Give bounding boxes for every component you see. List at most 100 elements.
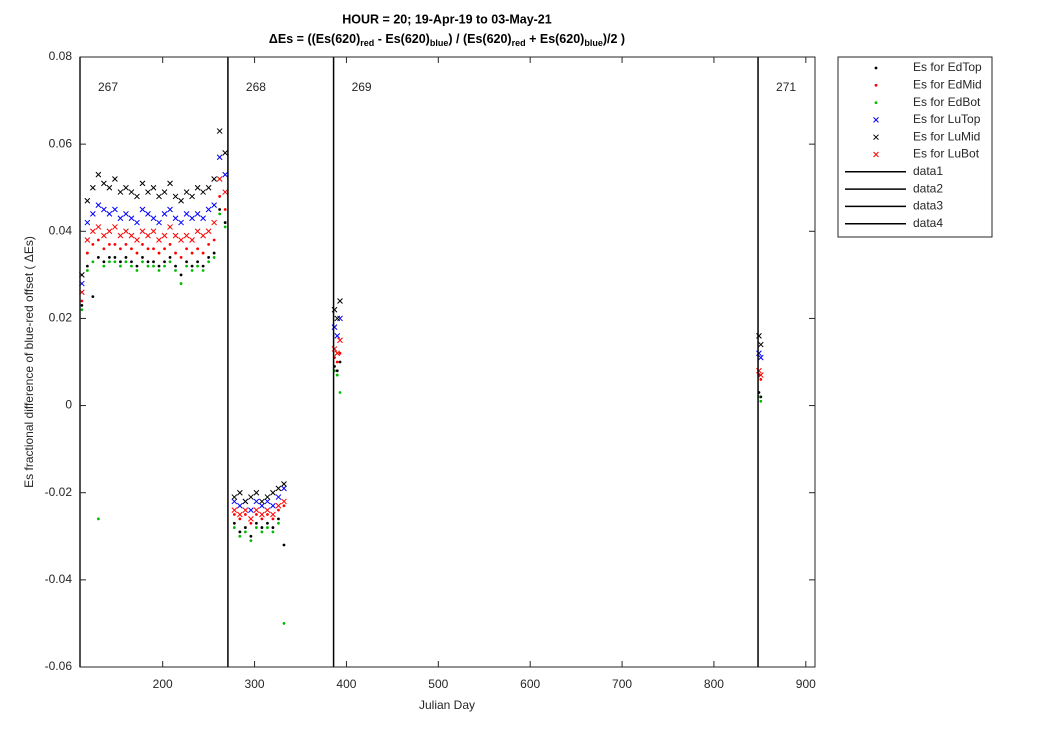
subtitle-part: )/2 ) [603, 32, 625, 46]
dot-marker [212, 251, 216, 255]
dot-marker [157, 251, 161, 255]
subscript: red [512, 38, 526, 48]
x-tick-label: 500 [428, 677, 448, 691]
x-marker [275, 485, 282, 492]
dot-marker [338, 360, 342, 364]
dot-marker [874, 101, 878, 104]
dot-marker [255, 526, 258, 529]
dot-marker [113, 242, 117, 246]
dot-marker [190, 269, 194, 272]
dot-marker [277, 521, 280, 525]
legend-label: Es for EdMid [913, 77, 982, 91]
dot-marker [185, 260, 188, 264]
dot-marker [271, 517, 275, 521]
dot-marker [196, 264, 200, 268]
dot-marker [96, 256, 100, 259]
dot-marker [232, 521, 236, 525]
x-marker [194, 211, 201, 217]
dot-marker [266, 521, 269, 525]
dot-marker [212, 256, 216, 259]
x-marker [275, 502, 282, 509]
dot-marker [119, 264, 122, 268]
dot-marker [266, 513, 269, 516]
x-marker [172, 232, 179, 239]
x-marker [156, 219, 162, 226]
x-marker [216, 128, 223, 134]
dot-marker [141, 242, 144, 246]
dot-marker [243, 526, 247, 529]
dot-marker [190, 264, 194, 268]
subtitle-part: - Es(620) [374, 32, 430, 46]
dot-marker [255, 521, 258, 525]
legend-label: Es for EdBot [913, 95, 981, 109]
dot-marker [152, 264, 155, 268]
dot-marker [130, 264, 133, 268]
x-marker [242, 498, 249, 505]
x-marker [189, 237, 195, 243]
subscript: red [360, 38, 374, 48]
x-marker [128, 232, 135, 239]
x-marker [334, 350, 341, 357]
y-axis-label: Es fractional difference of blue-red off… [22, 236, 36, 488]
dot-marker [218, 212, 222, 216]
dot-marker [96, 517, 100, 521]
subscript: blue [430, 38, 449, 48]
annotation: 267 [98, 80, 118, 94]
dot-marker [223, 208, 227, 211]
x-marker [156, 237, 162, 243]
y-tick-label: 0.04 [49, 223, 73, 237]
dot-marker [338, 391, 342, 394]
dot-marker [85, 251, 89, 255]
y-tick-label: 0.02 [49, 311, 73, 325]
y-tick-label: -0.02 [45, 485, 73, 499]
chart-subtitle: ΔEs = ((Es(620)red - Es(620)blue) / (Es(… [269, 32, 625, 48]
x-marker [95, 224, 102, 230]
dot-marker [249, 534, 253, 538]
dot-marker [146, 247, 150, 251]
dot-marker [282, 622, 286, 625]
x-marker [134, 193, 140, 200]
dot-marker [335, 360, 339, 364]
dot-marker [85, 269, 89, 272]
dot-marker [201, 269, 205, 272]
x-marker [237, 511, 243, 518]
x-marker [139, 206, 146, 213]
dot-marker [113, 260, 117, 264]
dot-marker [277, 508, 280, 512]
legend-label: Es for LuBot [913, 147, 980, 161]
x-marker [139, 228, 146, 235]
dot-marker [179, 273, 183, 277]
dot-marker [218, 195, 222, 198]
dot-marker [146, 264, 150, 268]
dot-marker [168, 260, 172, 264]
x-marker [90, 228, 96, 235]
x-marker [84, 237, 91, 243]
x-marker [101, 232, 107, 239]
dot-marker [335, 373, 339, 377]
x-marker [200, 215, 206, 222]
x-marker [150, 184, 157, 191]
dot-marker [146, 260, 150, 264]
x-marker [337, 298, 343, 304]
x-marker [123, 228, 129, 235]
dot-marker [207, 256, 211, 259]
dot-marker [282, 543, 286, 547]
x-marker [134, 219, 140, 226]
chart-title: HOUR = 20; 19-Apr-19 to 03-May-21 [342, 12, 551, 26]
dot-marker [91, 260, 95, 264]
dot-marker [141, 260, 144, 264]
x-marker [270, 489, 276, 496]
x-marker [873, 134, 879, 141]
subtitle-part: ) / (Es(620) [448, 32, 511, 46]
x-marker [117, 215, 124, 222]
dot-marker [168, 256, 172, 259]
x-marker [106, 211, 113, 217]
x-marker [270, 511, 276, 518]
x-marker [178, 219, 184, 226]
x-marker [237, 502, 243, 509]
x-marker [248, 507, 254, 513]
x-marker [757, 354, 764, 361]
x-marker [117, 189, 124, 195]
x-marker [873, 151, 879, 158]
x-marker [211, 219, 217, 226]
